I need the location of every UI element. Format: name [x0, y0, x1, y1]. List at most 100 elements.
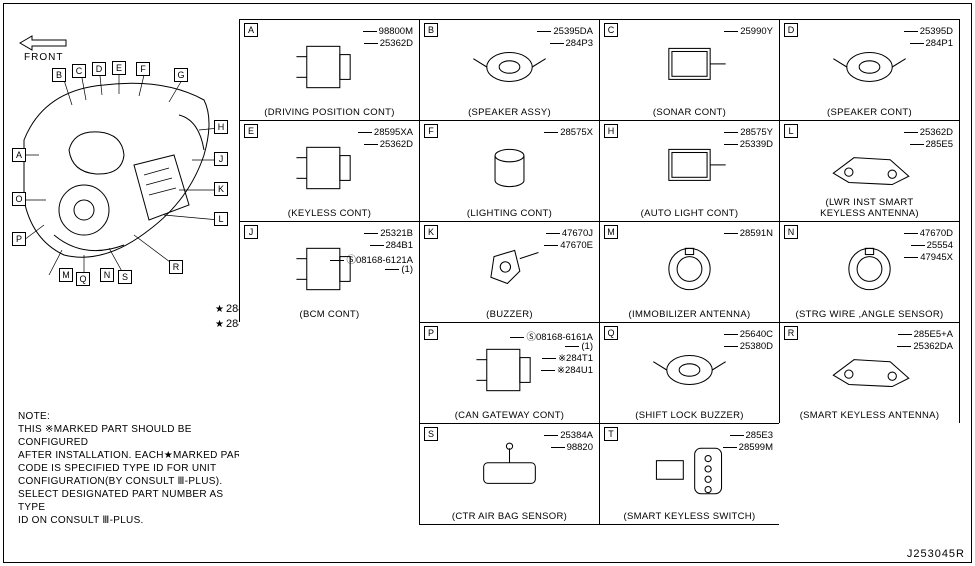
cell-letter: Q [604, 326, 618, 340]
cell-caption: (CTR AIR BAG SENSOR) [420, 511, 599, 522]
cell-caption: (SPEAKER CONT) [780, 107, 959, 118]
cell-caption: (SMART KEYLESS SWITCH) [600, 511, 779, 522]
cell-N: N 47670D2555447945X (STRG WIRE ,ANGLE SENS… [779, 221, 960, 323]
cell-caption: (AUTO LIGHT CONT) [600, 208, 779, 219]
part-code: 47670E [542, 240, 593, 251]
cell-S: S 25384A98820 (CTR AIR BAG SENSOR) [419, 423, 600, 525]
note-block: NOTE: THIS ※MARKED PART SHOULD BE CONFIG… [18, 410, 248, 527]
cell-L: L 25362D285E5 (LWR INST SMART KEYLESS ANTE… [779, 120, 960, 222]
cell-caption: (LWR INST SMART KEYLESS ANTENNA) [780, 197, 959, 219]
cell-E: E 28595XA25362D (KEYLESS CONT) [239, 120, 420, 222]
cell-letter: N [784, 225, 798, 239]
callout-B: B [52, 68, 66, 82]
part-code: 284B1 [368, 240, 413, 251]
cell-D: D 25395D284P1 (SPEAKER CONT) [779, 19, 960, 121]
part-code: 28575X [542, 127, 593, 138]
part-code: 284P3 [548, 38, 593, 49]
part-code: ※284T1 [540, 353, 593, 364]
part-code: 28599M [721, 442, 773, 453]
cell-H: H28575Y25339D(AUTO LIGHT CONT) [599, 120, 780, 222]
part-code: 47670J [544, 228, 593, 239]
callout-P: P [12, 232, 26, 246]
part-code: 285E3 [728, 430, 773, 441]
part-code: 98820 [549, 442, 593, 453]
cell-letter: E [244, 124, 258, 138]
part-code: 28575Y [722, 127, 773, 138]
callout-S: S [118, 270, 132, 284]
cell-letter: A [244, 23, 258, 37]
cell-letter: J [244, 225, 258, 239]
part-code: 25395DA [535, 26, 593, 37]
part-code: ※284U1 [539, 365, 593, 376]
part-code: 28595XA [356, 127, 413, 138]
cell-letter: K [424, 225, 438, 239]
callout-M: M [59, 268, 73, 282]
dashboard-sketch: A B C D E F G H J K L R S Q N M P O [14, 60, 224, 280]
cell-caption: (CAN GATEWAY CONT) [420, 410, 599, 421]
callout-K: K [214, 182, 228, 196]
cell-letter: P [424, 326, 438, 340]
diagram-id: J253045R [907, 548, 965, 560]
cell-drawing [610, 36, 769, 98]
part-code: 98800M [361, 26, 413, 37]
cell-letter: M [604, 225, 618, 239]
part-code: 25362D [362, 139, 413, 150]
part-code: 25384A [542, 430, 593, 441]
callout-L: L [214, 212, 228, 226]
callout-C: C [72, 64, 86, 78]
cell-caption: (KEYLESS CONT) [240, 208, 419, 219]
cell-caption: (BCM CONT) [240, 309, 419, 320]
callout-D: D [92, 62, 106, 76]
part-code: 25554 [909, 240, 953, 251]
cell-M: M 28591N (IMMOBILIZER ANTENNA) [599, 221, 780, 323]
cell-letter: L [784, 124, 798, 138]
part-code: 285E5 [908, 139, 953, 150]
cell-letter: T [604, 427, 618, 441]
cell-F: F28575X(LIGHTING CONT) [419, 120, 600, 222]
cell-letter: S [424, 427, 438, 441]
part-code: 47945X [902, 252, 953, 263]
cell-caption: (BUZZER) [420, 309, 599, 320]
cell-B: B 25395DA284P3 (SPEAKER ASSY) [419, 19, 600, 121]
part-code: 25362DA [895, 341, 953, 352]
cell-caption: (STRG WIRE ,ANGLE SENSOR) [780, 309, 959, 320]
cell-letter: B [424, 23, 438, 37]
parts-grid: A98800M25362D(DRIVING POSITION CONT)B253… [240, 20, 960, 525]
cell-caption: (IMMOBILIZER ANTENNA) [600, 309, 779, 320]
part-code: 25990Y [722, 26, 773, 37]
front-arrow: FRONT [18, 34, 68, 63]
cell-caption: (SONAR CONT) [600, 107, 779, 118]
cell-letter: D [784, 23, 798, 37]
part-code: 47670D [902, 228, 953, 239]
cell-drawing [430, 137, 589, 199]
callout-G: G [174, 68, 188, 82]
part-code: 25395D [902, 26, 953, 37]
part-code: 25362D [362, 38, 413, 49]
cell-caption: (SPEAKER ASSY) [420, 107, 599, 118]
cell-R: R 285E5+A25362DA (SMART KEYLESS ANTENNA) [779, 322, 960, 424]
part-code: 25339D [722, 139, 773, 150]
part-code: 25321B [362, 228, 413, 239]
note-title: NOTE: [18, 410, 248, 423]
callout-A: A [12, 148, 26, 162]
left-panel: FRONT [10, 10, 230, 550]
cell-K: K 47670J47670E (BUZZER) [419, 221, 600, 323]
cell-caption: (SMART KEYLESS ANTENNA) [780, 410, 959, 421]
callout-F: F [136, 62, 150, 76]
cell-P: PⓈ08168-6161A(1)※284T1※284U1(CAN GATEWAY… [419, 322, 600, 424]
callout-O: O [12, 192, 26, 206]
cell-J: J25321B284B1Ⓢ08168-6121A(1)(BCM CONT) [239, 221, 420, 323]
part-code: 284P1 [908, 38, 953, 49]
callout-H: H [214, 120, 228, 134]
part-code: (1) [563, 341, 593, 352]
cell-letter: F [424, 124, 438, 138]
part-code: 25362D [902, 127, 953, 138]
part-code: 285E5+A [896, 329, 953, 340]
callout-Q: Q [76, 272, 90, 286]
cell-C: C 25990Y (SONAR CONT) [599, 19, 780, 121]
part-code: 28591N [722, 228, 773, 239]
cell-T: T 285E328599M (SMART KEYLESS SWITCH) [599, 423, 780, 525]
part-code: 25380D [722, 341, 773, 352]
cell-letter: C [604, 23, 618, 37]
cell-letter: R [784, 326, 798, 340]
